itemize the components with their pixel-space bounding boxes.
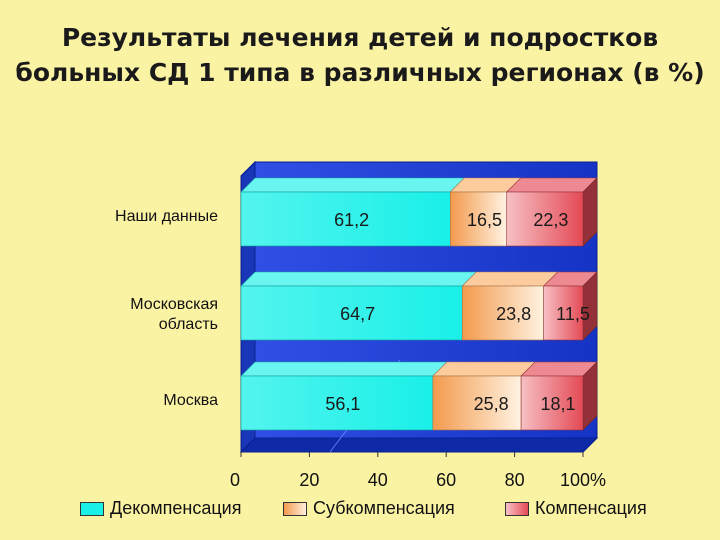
bar-2-0 <box>240 375 434 431</box>
bar-top-1-1 <box>461 271 559 287</box>
category-label-1-0: Московская <box>130 296 218 313</box>
bar-top-2-1 <box>432 361 536 377</box>
chart-title-line-1: Результаты лечения детей и подростков <box>61 23 659 52</box>
chart-title-line-2: больных СД 1 типа в различных регионах (… <box>15 58 705 87</box>
bar-0-2 <box>506 191 584 247</box>
x-tick-label-3: 60 <box>436 470 456 490</box>
data-label-1-1: 23,8 <box>496 304 531 324</box>
category-label-1-1: область <box>159 316 218 333</box>
data-label-2-1: 25,8 <box>474 394 509 414</box>
x-tick-label-4: 80 <box>505 470 525 490</box>
legend-swatch-decompensation <box>80 501 104 516</box>
legend-item-subcompensation: Субкомпенсация <box>283 498 455 519</box>
bar-top-0-0 <box>240 177 466 193</box>
data-label-2-2: 18,1 <box>541 394 576 414</box>
bar-top-1-0 <box>240 271 477 287</box>
legend-label-compensation: Компенсация <box>535 498 647 518</box>
x-tick-label-5: 100% <box>560 470 606 490</box>
bar-1-2 <box>543 285 584 341</box>
data-label-0-0: 61,2 <box>334 210 369 230</box>
legend-item-decompensation: Декомпенсация <box>80 498 241 519</box>
bar-2-2 <box>520 375 584 431</box>
bar-chart: 0 20 40 60 80 100% 61,2 16,5 22,3 Наши данные 64,7… <box>115 160 606 490</box>
x-tick-label-1: 20 <box>299 470 319 490</box>
bar-2-1 <box>432 375 522 431</box>
chart-legend: Декомпенсация Субкомпенсация Компенсация <box>0 498 720 528</box>
data-label-0-1: 16,5 <box>467 210 502 230</box>
legend-swatch-subcompensation <box>283 501 307 516</box>
data-label-1-2: 11,5 <box>556 304 590 324</box>
bar-top-0-2 <box>506 177 598 193</box>
legend-label-decompensation: Декомпенсация <box>110 498 242 518</box>
category-label-0-0: Наши данные <box>115 208 218 225</box>
legend-swatch-compensation <box>505 501 529 516</box>
chart-floor <box>239 437 599 453</box>
category-label-2-0: Москва <box>163 392 218 409</box>
chart-title: Результаты лечения детей и подростков бо… <box>0 20 720 90</box>
legend-item-compensation: Компенсация <box>505 498 647 519</box>
bar-1-0 <box>240 285 463 341</box>
legend-label-subcompensation: Субкомпенсация <box>313 498 455 518</box>
x-tick-label-0: 0 <box>230 470 240 490</box>
data-label-1-0: 64,7 <box>340 304 375 324</box>
bar-1-1 <box>461 285 544 341</box>
data-label-0-2: 22,3 <box>533 210 568 230</box>
bar-0-0 <box>240 191 451 247</box>
x-tick-label-2: 40 <box>368 470 388 490</box>
bar-top-2-0 <box>240 361 448 377</box>
data-label-2-0: 56,1 <box>325 394 360 414</box>
bar-0-1 <box>450 191 508 247</box>
